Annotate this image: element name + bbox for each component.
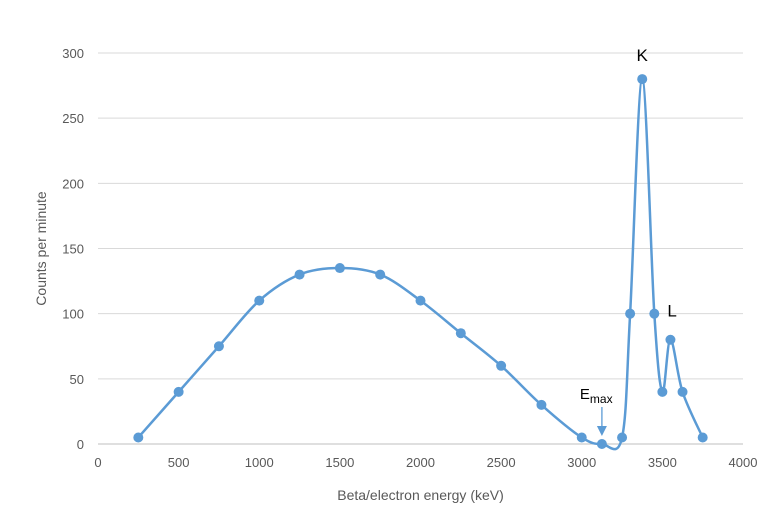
annotation-emax: Emax [580, 386, 613, 406]
x-tick-label: 4000 [729, 455, 758, 470]
y-tick-label: 200 [62, 176, 84, 191]
data-point [536, 399, 547, 410]
data-point [665, 334, 676, 345]
y-tick-label: 150 [62, 242, 84, 257]
arrow-head-icon [596, 426, 607, 436]
data-point [213, 341, 224, 352]
data-point [576, 432, 587, 443]
y-axis-label: Counts per minute [33, 191, 49, 306]
x-tick-label: 2000 [406, 455, 435, 470]
x-tick-label: 0 [94, 455, 101, 470]
x-tick-label: 3000 [567, 455, 596, 470]
data-point [415, 295, 426, 306]
data-point [657, 386, 668, 397]
data-point [334, 263, 345, 274]
annotation-k: K [637, 46, 649, 65]
annotation-l: L [667, 302, 676, 321]
x-axis-label: Beta/electron energy (keV) [337, 487, 504, 503]
y-tick-label: 100 [62, 307, 84, 322]
data-point [625, 308, 636, 319]
data-point [496, 360, 507, 371]
data-point [375, 269, 386, 280]
data-point [697, 432, 708, 443]
data-point [637, 74, 648, 85]
data-point [254, 295, 265, 306]
data-point [294, 269, 305, 280]
x-tick-label: 2500 [487, 455, 516, 470]
data-point [173, 386, 184, 397]
x-tick-label: 3500 [648, 455, 677, 470]
x-tick-label: 1000 [245, 455, 274, 470]
y-tick-label: 0 [77, 437, 84, 452]
series-line [137, 77, 704, 451]
x-tick-label: 1500 [325, 455, 354, 470]
data-point [649, 308, 660, 319]
data-point [596, 439, 607, 449]
y-tick-label: 250 [62, 111, 84, 126]
data-point [455, 328, 466, 339]
x-tick-label: 500 [168, 455, 190, 470]
y-tick-label: 300 [62, 46, 84, 61]
data-point [133, 432, 144, 443]
data-point [617, 432, 628, 443]
y-tick-label: 50 [70, 372, 84, 387]
data-point [677, 386, 688, 397]
